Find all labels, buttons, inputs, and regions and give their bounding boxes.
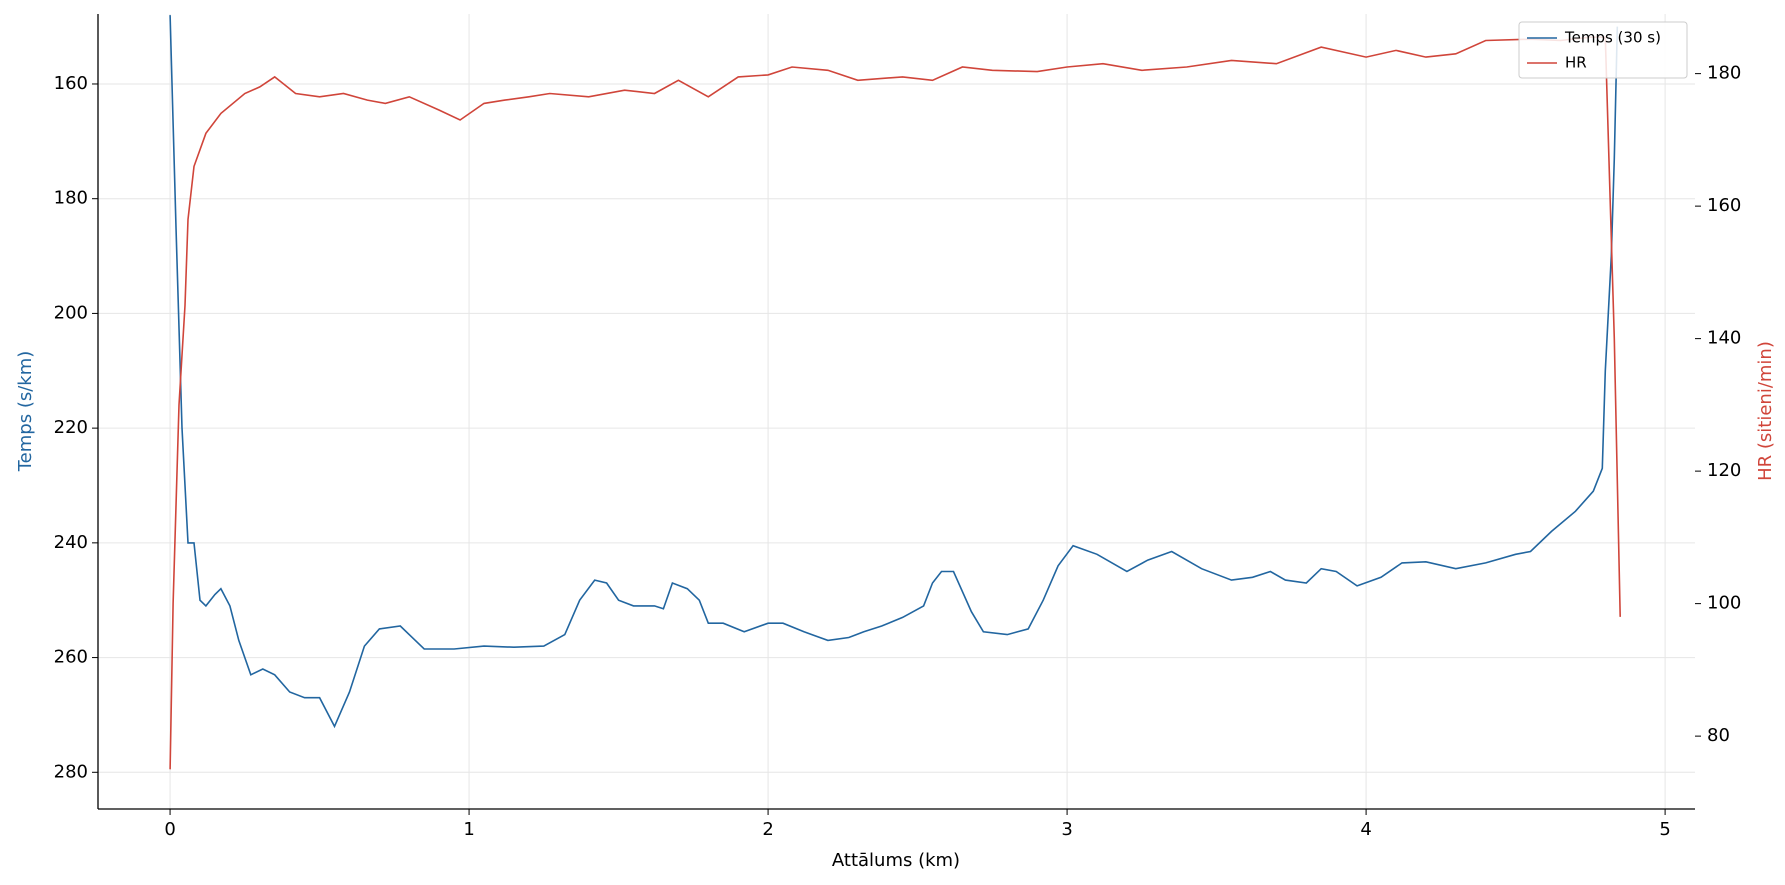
x-axis-label: Attālums (km) bbox=[832, 850, 960, 871]
y-tick-label: 220 bbox=[54, 417, 88, 438]
y2-tick-label: 160 bbox=[1707, 195, 1741, 216]
y-tick-label: 280 bbox=[54, 761, 88, 782]
x-tick-label: 4 bbox=[1360, 819, 1371, 840]
x-tick-label: 0 bbox=[164, 819, 175, 840]
data-line bbox=[169, 15, 1619, 729]
y-axis-label: Temps (s/km) bbox=[15, 351, 36, 473]
y2-tick-label: 140 bbox=[1707, 328, 1741, 349]
x-tick-label: 2 bbox=[762, 819, 773, 840]
x-tick-label: 3 bbox=[1061, 819, 1072, 840]
y2-tick-label: 180 bbox=[1707, 63, 1741, 84]
y-tick-label: 200 bbox=[54, 302, 88, 323]
x-tick-label: 5 bbox=[1659, 819, 1670, 840]
legend-label: Temps (30 s) bbox=[1564, 29, 1661, 47]
y-tick-label: 260 bbox=[54, 647, 88, 668]
y2-tick-label: 100 bbox=[1707, 593, 1741, 614]
legend-label: HR bbox=[1565, 54, 1587, 72]
y-tick-label: 160 bbox=[54, 73, 88, 94]
y-tick-label: 180 bbox=[54, 188, 88, 209]
legend-box bbox=[1518, 21, 1688, 79]
y2-tick-label: 120 bbox=[1707, 460, 1741, 481]
x-tick-label: 1 bbox=[463, 819, 474, 840]
y2-axis-label: HR (sitieni/min) bbox=[1755, 341, 1776, 481]
data-line bbox=[169, 36, 1621, 770]
y2-tick-label: 80 bbox=[1707, 725, 1730, 746]
y-tick-label: 240 bbox=[54, 532, 88, 553]
